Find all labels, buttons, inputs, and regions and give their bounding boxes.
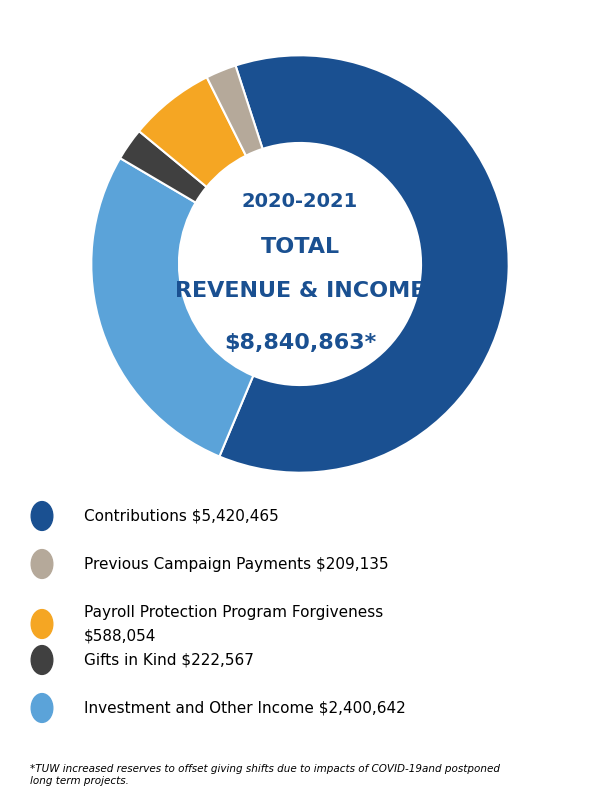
Wedge shape xyxy=(139,78,246,187)
Text: Investment and Other Income $2,400,642: Investment and Other Income $2,400,642 xyxy=(84,701,406,715)
Text: TOTAL: TOTAL xyxy=(260,238,340,258)
Text: Payroll Protection Program Forgiveness: Payroll Protection Program Forgiveness xyxy=(84,605,383,619)
Text: Contributions $5,420,465: Contributions $5,420,465 xyxy=(84,509,279,523)
Text: *TUW increased reserves to offset giving shifts due to impacts of COVID-19and po: *TUW increased reserves to offset giving… xyxy=(30,764,500,786)
Text: $8,840,863*: $8,840,863* xyxy=(224,334,376,354)
Wedge shape xyxy=(91,158,253,457)
Text: Previous Campaign Payments $209,135: Previous Campaign Payments $209,135 xyxy=(84,557,389,571)
Wedge shape xyxy=(120,131,206,202)
Wedge shape xyxy=(220,55,509,473)
Text: 2020-2021: 2020-2021 xyxy=(242,192,358,211)
Text: REVENUE & INCOME: REVENUE & INCOME xyxy=(175,281,425,301)
Text: $588,054: $588,054 xyxy=(84,629,157,643)
Text: Gifts in Kind $222,567: Gifts in Kind $222,567 xyxy=(84,653,254,667)
Wedge shape xyxy=(207,66,263,156)
